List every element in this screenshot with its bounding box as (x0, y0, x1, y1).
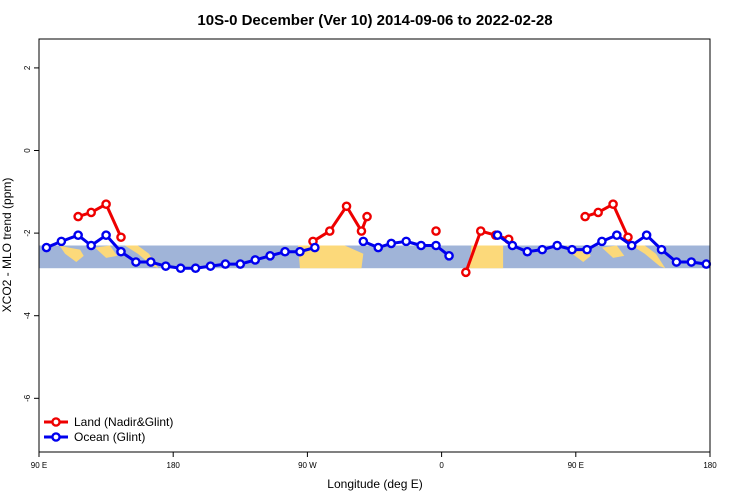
x-axis: 90 E 180 90 W 0 90 E 180 (31, 452, 717, 470)
series-1-point-0-5 (116, 246, 126, 257)
legend: Land (Nadir&Glint) Ocean (Glint) (44, 415, 173, 444)
series-1-point-0-18 (310, 242, 320, 253)
series-1-point-1-6 (444, 251, 454, 261)
series-1-point-2-1 (507, 240, 518, 251)
land-region-4 (469, 245, 504, 269)
chart-title: 10S-0 December (Ver 10) 2014-09-06 to 20… (197, 12, 552, 29)
series-1-point-2-11 (656, 244, 667, 255)
series-1-point-1-5 (431, 240, 441, 251)
x-tick-label-0: 90 E (31, 461, 47, 470)
series-1-point-2-5 (567, 244, 577, 255)
series-1-point-0-3 (86, 240, 96, 251)
y-tick-label-3: -4 (23, 312, 32, 320)
series-0-point-1-3 (356, 226, 367, 236)
series-1-point-2-2 (522, 246, 533, 257)
series-1-point-2-8 (612, 230, 622, 240)
series-1-point-0-15 (265, 251, 275, 261)
series-0-line-4 (584, 202, 630, 238)
legend-ocean-marker (51, 432, 61, 442)
series-1-point-2-4 (552, 240, 562, 251)
series-0-point-0-3 (116, 232, 126, 243)
series-1-point-2-0 (492, 230, 503, 240)
x-axis-label: Longitude (deg E) (327, 477, 422, 491)
series-0-line-0 (77, 202, 123, 238)
series-1-point-2-6 (582, 244, 592, 255)
series-1-point-1-2 (386, 238, 397, 249)
series-0-point-3-0 (461, 267, 471, 278)
series-1-point-0-8 (160, 261, 171, 271)
series-1-point-0-9 (175, 263, 186, 274)
series-1-point-2-13 (686, 257, 697, 267)
y-tick-label-4: -6 (23, 394, 32, 402)
land-region-7 (631, 245, 666, 269)
series-1-point-2-7 (597, 236, 607, 247)
series-0-point-3-1 (475, 226, 486, 236)
series-1-point-1-0 (358, 236, 369, 247)
series-1-point-2-3 (537, 244, 548, 255)
series-1-point-2-9 (626, 240, 637, 251)
series-1-point-1-3 (401, 236, 411, 247)
legend-land-marker (51, 417, 61, 427)
series-1-point-1-4 (416, 240, 426, 251)
series-0-point-2-0 (431, 226, 441, 236)
series-0-point-0-2 (101, 199, 111, 209)
series-1-point-0-11 (205, 261, 216, 271)
series-1-point-0-17 (295, 246, 305, 257)
series-1-point-0-7 (146, 257, 156, 267)
series-0-point-4-1 (593, 207, 603, 218)
series-0-point-4-3 (623, 232, 633, 243)
series-1-point-0-1 (56, 236, 67, 247)
series-1-point-2-10 (641, 230, 652, 240)
y-tick-label-0: 2 (23, 65, 32, 70)
series-0-point-4-0 (580, 211, 590, 222)
series-1-point-2-14 (701, 259, 712, 269)
series-0-point-1-4 (362, 211, 372, 222)
land-region-1 (94, 245, 118, 258)
x-tick-label-4: 90 E (568, 461, 584, 470)
series-1-point-0-2 (73, 230, 83, 240)
series-1-point-0-0 (41, 242, 52, 253)
series-0-point-1-1 (324, 226, 335, 236)
x-tick-label-2: 90 W (298, 461, 317, 470)
series-layer (41, 199, 712, 278)
series-1-point-1-1 (373, 242, 384, 253)
y-tick-label-2: -2 (23, 229, 32, 237)
series-1-point-2-12 (671, 257, 682, 267)
series-1-point-0-6 (131, 257, 141, 267)
series-1 (41, 230, 712, 274)
y-axis-label: XCO2 - MLO trend (ppm) (0, 178, 14, 313)
series-0-point-4-2 (608, 199, 618, 209)
x-tick-label-1: 180 (167, 461, 181, 470)
y-axis: 2 0 -2 -4 -6 (23, 65, 39, 402)
series-1-point-0-13 (235, 259, 246, 269)
series-1-point-0-10 (190, 263, 201, 274)
series-1-point-0-14 (250, 255, 261, 265)
x-tick-label-3: 0 (439, 461, 444, 470)
legend-land-label: Land (Nadir&Glint) (74, 415, 173, 429)
series-1-point-0-4 (101, 230, 111, 240)
series-0-line-1 (312, 204, 369, 243)
y-tick-label-1: 0 (23, 148, 32, 153)
legend-ocean-label: Ocean (Glint) (74, 430, 145, 444)
x-tick-label-5: 180 (703, 461, 717, 470)
series-0-point-0-0 (73, 211, 83, 222)
land-region-6 (601, 245, 625, 258)
land-region-0 (59, 245, 84, 263)
plot-frame (38, 38, 711, 453)
series-0-point-0-1 (86, 207, 96, 218)
series-1-point-0-16 (280, 246, 290, 257)
series-1-point-0-12 (220, 259, 231, 269)
series-0 (73, 199, 633, 278)
series-0-point-1-2 (341, 201, 352, 212)
